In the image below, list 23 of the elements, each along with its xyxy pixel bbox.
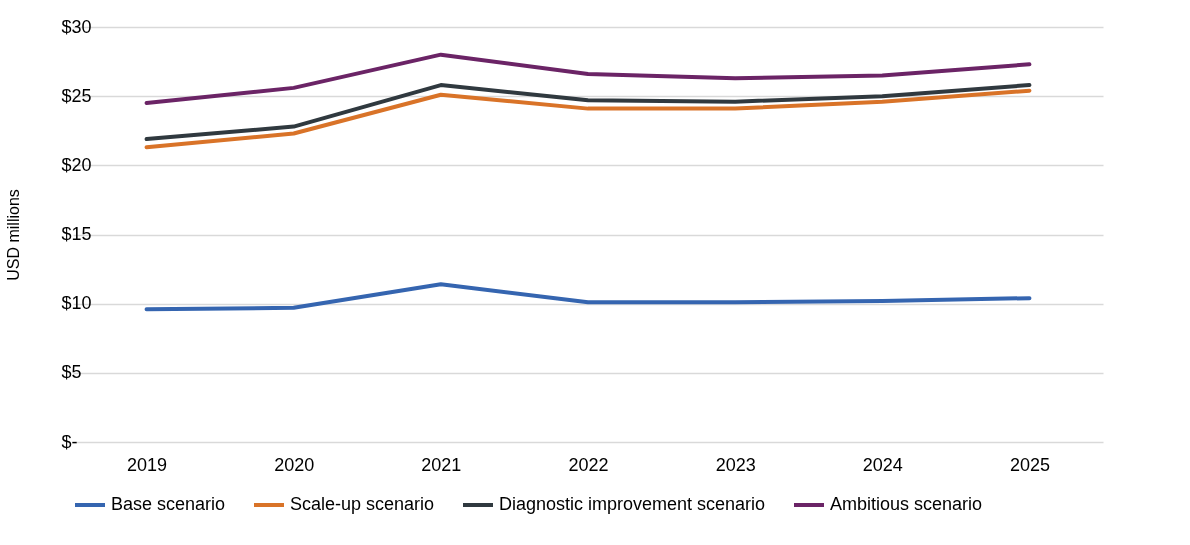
legend-label: Scale-up scenario (290, 494, 435, 514)
y-tick-label: $5 (61, 362, 82, 383)
y-tick-label: $10 (61, 293, 92, 314)
x-tick-label: 2022 (568, 454, 609, 475)
y-tick-label: $20 (61, 154, 92, 175)
legend-label: Diagnostic improvement scenario (499, 494, 766, 514)
x-tick-label: 2021 (421, 454, 462, 475)
x-tick-label: 2023 (715, 454, 756, 475)
line-series (144, 52, 1032, 106)
legend-label: Ambitious scenario (830, 494, 983, 514)
y-tick-label: $30 (61, 16, 92, 37)
x-tick-label: 2020 (274, 454, 315, 475)
line-series (144, 282, 1032, 312)
line-series (144, 83, 1032, 142)
y-axis-title: USD millions (4, 189, 22, 281)
x-tick-label: 2019 (127, 454, 168, 475)
y-tick-label: $- (61, 431, 78, 452)
x-tick-label: 2025 (1009, 454, 1050, 475)
x-tick-label: 2024 (862, 454, 903, 475)
y-tick-label: $15 (61, 224, 92, 244)
line-series (144, 88, 1032, 150)
y-tick-label: $25 (61, 85, 92, 106)
legend-label: Base scenario (111, 494, 226, 514)
